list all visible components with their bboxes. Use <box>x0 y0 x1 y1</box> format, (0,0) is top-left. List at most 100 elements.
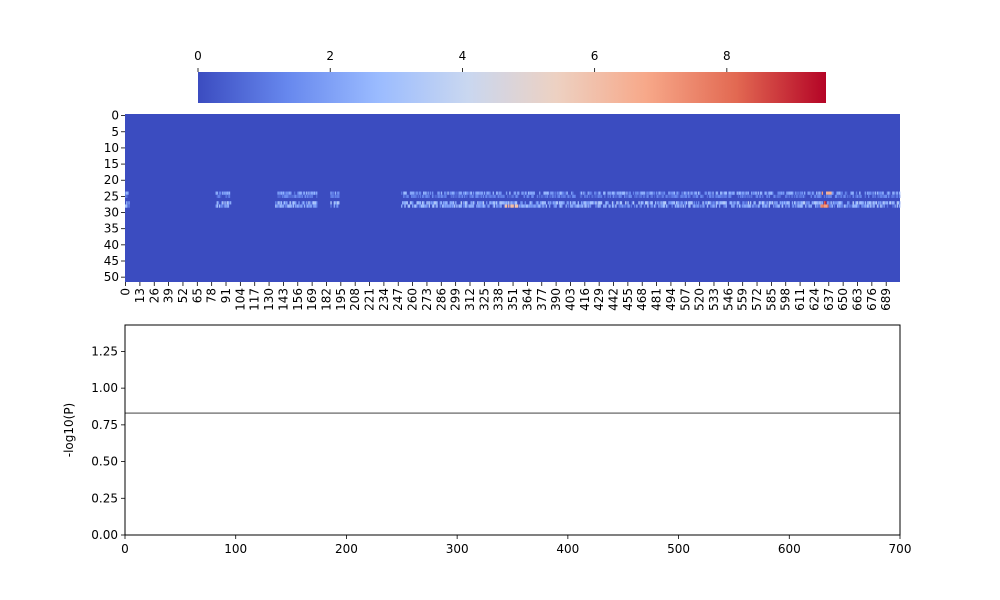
heatmap-cell <box>418 191 421 195</box>
heatmap-cell <box>433 201 435 205</box>
heatmap-cell <box>884 194 886 198</box>
heatmap-cell <box>469 191 471 195</box>
heatmap-cell <box>561 191 563 195</box>
heatmap-cell <box>788 194 790 198</box>
heatmap-cell <box>292 204 295 208</box>
heatmap-cell <box>809 191 811 195</box>
heatmap-cell <box>413 204 415 208</box>
heatmap-cell <box>628 204 630 208</box>
heatmap-cell <box>688 201 690 205</box>
heatmap-cell <box>453 194 456 198</box>
heatmap-cell <box>693 191 695 195</box>
heatmap-cell <box>807 191 809 195</box>
heatmap-cell <box>867 194 870 198</box>
heatmap-cell <box>562 191 564 195</box>
heatmap-cell <box>650 194 652 198</box>
heatmap-cell <box>778 194 780 198</box>
heatmap-cell <box>286 194 288 198</box>
heatmap-cell <box>856 204 859 208</box>
heatmap-cell <box>678 201 680 205</box>
heatmap-cell <box>673 191 676 195</box>
heatmap-cell <box>653 194 656 198</box>
heatmap-cell <box>728 194 731 198</box>
heatmap-cell <box>286 204 288 208</box>
heatmap-cell <box>442 204 445 208</box>
heatmap-cell <box>330 194 332 198</box>
heatmap-cell <box>526 204 529 208</box>
line-x-ticks: 0 100 200 300 400 500 600 700 <box>121 535 911 556</box>
heatmap-cell <box>610 191 613 195</box>
heatmap-cell <box>855 204 858 208</box>
heatmap-cell <box>824 201 827 205</box>
heatmap-cell <box>541 194 543 198</box>
heatmap-cell <box>685 201 688 205</box>
heatmap-cell <box>660 191 662 195</box>
heatmap-cell <box>688 194 690 198</box>
heatmap-cell <box>798 204 800 208</box>
heatmap-cell <box>459 191 461 195</box>
heatmap-cell <box>546 194 549 198</box>
heatmap-cell <box>216 194 219 198</box>
heatmap-cell <box>707 201 710 205</box>
heatmap-cell <box>654 201 657 205</box>
heatmap-cell <box>410 194 413 198</box>
heatmap-cell <box>631 201 634 205</box>
heatmap-cell <box>579 191 582 195</box>
heatmap-cell <box>733 191 735 195</box>
heatmap-cell <box>435 204 437 208</box>
heatmap-cell <box>638 194 640 198</box>
heatmap-cell <box>657 194 659 198</box>
heatmap-x-tick-label: 13 <box>133 288 147 303</box>
heatmap-cell <box>797 191 799 195</box>
heatmap-cell <box>794 194 796 198</box>
heatmap-cell <box>744 204 746 208</box>
heatmap-cell <box>835 191 838 195</box>
heatmap-cell <box>672 201 674 205</box>
heatmap-cell <box>312 191 315 195</box>
heatmap-cell <box>557 191 560 195</box>
heatmap-cell <box>822 204 825 208</box>
heatmap-cell <box>639 194 641 198</box>
heatmap-cell <box>219 194 222 198</box>
heatmap-cell <box>514 204 517 208</box>
heatmap-cell <box>594 201 596 205</box>
heatmap-cell <box>279 194 281 198</box>
heatmap-cell <box>492 201 495 205</box>
heatmap-cell <box>811 201 814 205</box>
heatmap-cell <box>128 201 130 205</box>
heatmap-cell <box>537 201 540 205</box>
heatmap-cell <box>330 201 332 205</box>
heatmap-cell <box>763 201 765 205</box>
heatmap-y-tick-label: 50 <box>104 270 119 284</box>
heatmap-cell <box>627 201 629 205</box>
heatmap-cell <box>671 201 673 205</box>
heatmap-cell <box>423 194 425 198</box>
heatmap-cell <box>795 191 797 195</box>
heatmap-cell <box>843 194 846 198</box>
heatmap-cell <box>628 194 630 198</box>
heatmap-cell <box>774 201 776 205</box>
heatmap-x-tick-label: 234 <box>377 288 391 311</box>
heatmap-cell <box>840 194 842 198</box>
heatmap-cell <box>880 191 882 195</box>
heatmap-cell <box>865 204 868 208</box>
heatmap-cell <box>684 201 687 205</box>
heatmap-cell <box>896 191 899 195</box>
heatmap-cell <box>689 194 691 198</box>
heatmap-cell <box>671 191 673 195</box>
heatmap-cell <box>595 194 597 198</box>
heatmap-x-tick-label: 403 <box>563 288 577 311</box>
heatmap-cell <box>333 204 336 208</box>
heatmap-cell <box>801 191 804 195</box>
heatmap-cell <box>571 204 573 208</box>
heatmap-cell <box>416 204 418 208</box>
heatmap-cell <box>749 194 752 198</box>
heatmap-cell <box>803 201 806 205</box>
heatmap-cell <box>489 201 491 205</box>
heatmap-cell <box>818 201 820 205</box>
heatmap-cell <box>790 194 793 198</box>
heatmap-cell <box>556 201 559 205</box>
heatmap-cell <box>604 194 606 198</box>
heatmap-cell <box>864 204 867 208</box>
heatmap-cell <box>418 204 421 208</box>
